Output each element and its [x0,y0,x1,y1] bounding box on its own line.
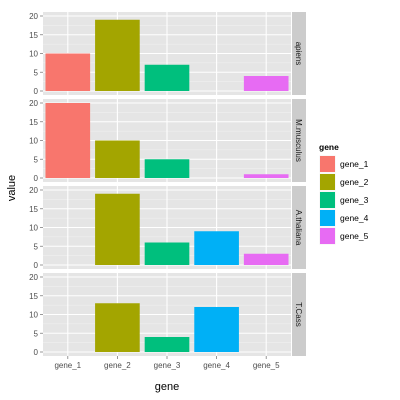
x-tick-label: gene_1 [54,361,81,370]
y-tick-label: 10 [29,311,38,320]
bar [45,53,91,91]
bar [95,140,140,178]
legend-item: gene_2 [318,172,369,192]
y-tick-label: 5 [34,68,39,77]
facet-panel: 0 5 10 15 20 T.Cass [29,273,306,357]
legend-title: gene [319,142,339,152]
legend-label: gene_2 [340,177,369,187]
y-tick-label: 0 [34,87,39,96]
y-tick-label: 0 [34,174,39,183]
facet-strip [292,99,306,182]
y-tick-label: 5 [34,155,39,164]
y-tick-label: 10 [29,224,38,233]
legend-key-swatch [320,192,335,208]
facet-panel: 0 5 10 15 20 apiens [29,12,306,96]
bar [144,242,190,265]
y-tick-label: 20 [29,12,38,21]
bar [45,103,91,178]
bar [144,337,190,352]
x-axis-title: gene [155,381,179,393]
bar [95,193,140,265]
x-tick-label: gene_4 [203,361,230,370]
legend-item: gene_4 [318,208,369,228]
bar [95,19,140,91]
y-tick-label: 5 [34,242,39,251]
bar [95,303,140,352]
y-tick-label: 15 [29,31,38,40]
legend-label: gene_5 [340,231,369,241]
legend-key-swatch [320,210,335,226]
facet-strip-label: apiens [294,42,303,66]
facet-strip-label: M.musculus [294,119,303,162]
facet-panel: 0 5 10 15 20 M.musculus [29,99,306,183]
legend-label: gene_1 [340,159,369,169]
y-tick-label: 15 [29,292,38,301]
legend-key-swatch [320,228,335,244]
bar [243,174,289,178]
legend: gene gene_1 gene_2 gene_3 gene_4 gene_5 [318,142,369,246]
y-tick-label: 10 [29,50,38,59]
y-tick-label: 20 [29,273,38,282]
x-axis: gene_1 gene_2 gene_3 gene_4 gene_5 [54,356,280,370]
y-tick-label: 5 [34,329,39,338]
facet-panels: 0 5 10 15 20 apiens 0 5 10 15 20 M.musculus 0 5 10 15 20… [29,12,306,357]
facet-strip [292,273,306,356]
facet-strip-label: A.thaliana [294,210,303,246]
legend-label: gene_3 [340,195,369,205]
x-tick-label: gene_3 [154,361,181,370]
facet-strip [292,12,306,95]
facet-panel: 0 5 10 15 20 A.thaliana [29,186,306,270]
legend-item: gene_5 [318,226,369,246]
bar [144,64,190,91]
x-tick-label: gene_2 [104,361,131,370]
facet-strip-label: T.Cass [294,302,303,326]
x-tick-label: gene_5 [253,361,280,370]
y-tick-label: 15 [29,205,38,214]
legend-item: gene_1 [318,154,369,174]
y-tick-label: 15 [29,118,38,127]
legend-key-swatch [320,156,335,172]
y-tick-label: 0 [34,348,39,357]
y-tick-label: 20 [29,99,38,108]
bar [243,253,289,265]
y-tick-label: 20 [29,186,38,195]
bar [144,159,190,178]
legend-label: gene_4 [340,213,369,223]
legend-key-swatch [320,174,335,190]
y-axis-title: value [6,175,18,201]
legend-item: gene_3 [318,190,369,210]
bar [243,76,289,91]
bar [194,307,239,352]
y-tick-label: 0 [34,261,39,270]
bar [194,231,239,265]
facet-strip [292,186,306,269]
y-tick-label: 10 [29,137,38,146]
